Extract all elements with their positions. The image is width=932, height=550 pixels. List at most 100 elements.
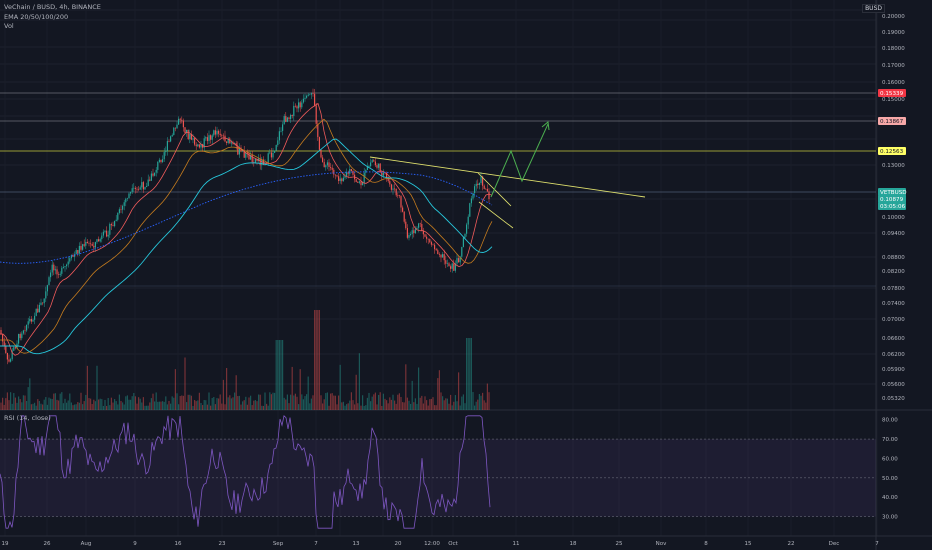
volume-bar (61, 392, 63, 410)
volume-bar (29, 378, 31, 410)
candle-body (93, 245, 95, 248)
candle-body (142, 182, 144, 190)
volume-bar (205, 400, 207, 410)
candle-body (397, 195, 399, 196)
volume-bar (98, 399, 100, 410)
candle-body (59, 273, 61, 275)
volume-bar (488, 392, 490, 410)
volume-bar (179, 396, 181, 410)
candle-body (37, 308, 39, 313)
candle-body (309, 94, 311, 96)
candle-body (432, 244, 434, 246)
candle-body (291, 115, 293, 116)
volume-bar (413, 402, 415, 410)
candle-body (56, 269, 58, 275)
candle-body (202, 144, 204, 148)
volume-bar (349, 400, 351, 410)
candle-body (170, 136, 172, 142)
volume-bar (216, 398, 218, 410)
candle-body (230, 142, 232, 144)
rsi-indicator-legend[interactable]: RSI (14, close) (4, 414, 51, 422)
candle-body (158, 159, 160, 162)
candle-body (50, 272, 52, 278)
price-axis[interactable]: 0.20000 0.19000 0.18000 0.17000 0.16000 0.150… (882, 14, 905, 402)
candle-body (126, 198, 128, 199)
candle-body (75, 250, 77, 255)
candle-body (197, 144, 199, 147)
candle-body (139, 187, 141, 190)
candle-body (174, 127, 176, 129)
candle-body (398, 195, 400, 197)
volume-bar (347, 403, 349, 410)
volume-bar (242, 401, 244, 410)
time-tick-label: 23 (219, 541, 226, 547)
volume-bar (376, 404, 378, 410)
volume-bar (360, 405, 362, 410)
volume-bar (267, 405, 269, 410)
volume-bar (166, 404, 168, 410)
candle-body (106, 230, 108, 237)
candle-body (206, 137, 208, 141)
candle-body (363, 172, 365, 183)
candle-body (370, 162, 372, 167)
candle-body (486, 189, 488, 192)
volume-bar (122, 402, 124, 410)
symbol-title[interactable]: VeChain / BUSD, 4h, BINANCE (4, 3, 101, 11)
volume-bar (402, 402, 404, 410)
candle-body (315, 105, 317, 124)
volume-bar (211, 398, 213, 410)
volume-bar (182, 395, 184, 410)
volume-bar (430, 398, 432, 410)
candle-body (478, 182, 480, 185)
volume-bar (317, 310, 319, 410)
candle-body (229, 138, 231, 144)
candle-body (11, 350, 13, 360)
volume-bar (458, 372, 460, 410)
volume-bar (437, 378, 439, 410)
volume-bar (326, 392, 328, 410)
volume-bar (328, 405, 330, 410)
candle-body (307, 94, 309, 96)
candle-body (400, 196, 402, 208)
descending-trendline[interactable] (369, 156, 646, 198)
volume-bar (22, 395, 24, 410)
price-tag-label: VETBUSD (880, 190, 907, 196)
volume-bar (243, 400, 245, 410)
volume-bar (2, 397, 4, 410)
rsi-tick-label: 30.00 (882, 515, 898, 521)
rsi-tick-label: 60.00 (882, 456, 898, 462)
price-tick-label: 0.05600 (882, 382, 905, 388)
volume-bar (235, 375, 237, 410)
candle-body (448, 263, 450, 267)
candle-body (22, 330, 24, 334)
projection-path[interactable] (490, 123, 549, 198)
quote-currency-label[interactable]: BUSD (862, 4, 885, 13)
volume-bar (475, 401, 477, 410)
candle-body (366, 167, 368, 171)
candle-body (83, 244, 85, 246)
volume-bar (446, 398, 448, 410)
candle-body (149, 179, 151, 181)
price-tick-label: 0.15000 (882, 97, 905, 103)
candle-body (10, 359, 12, 362)
volume-bar (394, 400, 396, 410)
price-tag-label: 03:05:06 (880, 204, 906, 210)
channel-line-lower[interactable] (478, 201, 514, 229)
drawings[interactable] (369, 121, 646, 229)
volume-indicator-legend[interactable]: Vol (4, 22, 14, 30)
candle-body (58, 274, 60, 276)
volume-bar (278, 340, 280, 410)
candle-body (483, 185, 485, 189)
ema-indicator-legend[interactable]: EMA 20/50/100/200 (4, 13, 69, 21)
candle-body (110, 224, 112, 226)
candle-body (117, 212, 119, 220)
volume-bar (83, 401, 85, 410)
volume-bar (99, 398, 101, 410)
time-tick-label: 9 (133, 541, 137, 547)
price-tick-label: 0.17000 (882, 63, 905, 69)
time-axis[interactable]: 19 26 Aug 9 16 23 Sep 7 13 20 12:00 Oct 11 18 25 Nov 8 15… (2, 541, 880, 547)
volume-bar (381, 405, 383, 410)
candle-body (422, 230, 424, 235)
